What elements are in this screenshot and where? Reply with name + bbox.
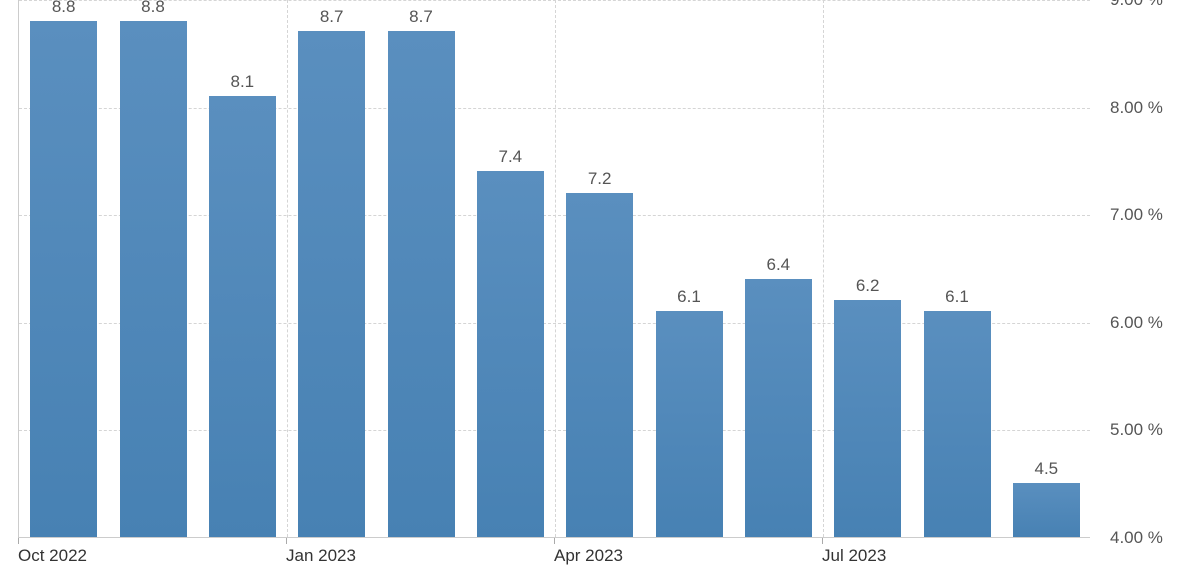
bar-value-label: 8.8 bbox=[30, 0, 97, 17]
x-axis-tick-label: Apr 2023 bbox=[554, 546, 623, 566]
x-axis-tick bbox=[822, 538, 823, 544]
gridline-vertical bbox=[287, 0, 288, 537]
bar: 4.5 bbox=[1013, 483, 1080, 537]
y-axis-tick-label: 6.00 % bbox=[1110, 313, 1163, 333]
bar: 8.8 bbox=[30, 21, 97, 537]
gridline-vertical bbox=[555, 0, 556, 537]
x-axis-tick bbox=[554, 538, 555, 544]
y-axis-tick-label: 8.00 % bbox=[1110, 98, 1163, 118]
y-axis-tick-label: 4.00 % bbox=[1110, 528, 1163, 548]
y-axis-tick-label: 9.00 % bbox=[1110, 0, 1163, 10]
x-axis-tick-label: Jan 2023 bbox=[286, 546, 356, 566]
plot-area: 8.8 8.8 8.1 8.7 8.7 7.4 7.2 6.1 6.4 6.2 6.1 4.5 bbox=[18, 0, 1090, 538]
bar: 8.7 bbox=[388, 31, 455, 537]
x-axis-tick-label: Jul 2023 bbox=[822, 546, 886, 566]
x-axis-tick bbox=[18, 538, 19, 544]
bar-value-label: 8.1 bbox=[209, 72, 276, 92]
gridline-vertical bbox=[823, 0, 824, 537]
bar: 7.2 bbox=[566, 193, 633, 537]
bar: 8.8 bbox=[120, 21, 187, 537]
bar-value-label: 6.2 bbox=[834, 276, 901, 296]
bar-value-label: 7.2 bbox=[566, 169, 633, 189]
bar: 8.1 bbox=[209, 96, 276, 537]
x-axis-tick-label: Oct 2022 bbox=[18, 546, 87, 566]
bar-value-label: 8.7 bbox=[298, 7, 365, 27]
bar-value-label: 6.1 bbox=[656, 287, 723, 307]
bar-value-label: 8.8 bbox=[120, 0, 187, 17]
x-axis-tick bbox=[286, 538, 287, 544]
bar-value-label: 8.7 bbox=[388, 7, 455, 27]
y-axis-tick-label: 5.00 % bbox=[1110, 420, 1163, 440]
bar-value-label: 7.4 bbox=[477, 147, 544, 167]
bar: 8.7 bbox=[298, 31, 365, 537]
bar: 6.1 bbox=[656, 311, 723, 537]
bar: 6.1 bbox=[924, 311, 991, 537]
bar-value-label: 6.4 bbox=[745, 255, 812, 275]
bar: 7.4 bbox=[477, 171, 544, 537]
bar: 6.4 bbox=[745, 279, 812, 537]
bar: 6.2 bbox=[834, 300, 901, 537]
bar-value-label: 6.1 bbox=[924, 287, 991, 307]
bar-chart: 8.8 8.8 8.1 8.7 8.7 7.4 7.2 6.1 6.4 6.2 6.1 4.5 4.0… bbox=[0, 0, 1200, 575]
y-axis-tick-label: 7.00 % bbox=[1110, 205, 1163, 225]
bar-value-label: 4.5 bbox=[1013, 459, 1080, 479]
